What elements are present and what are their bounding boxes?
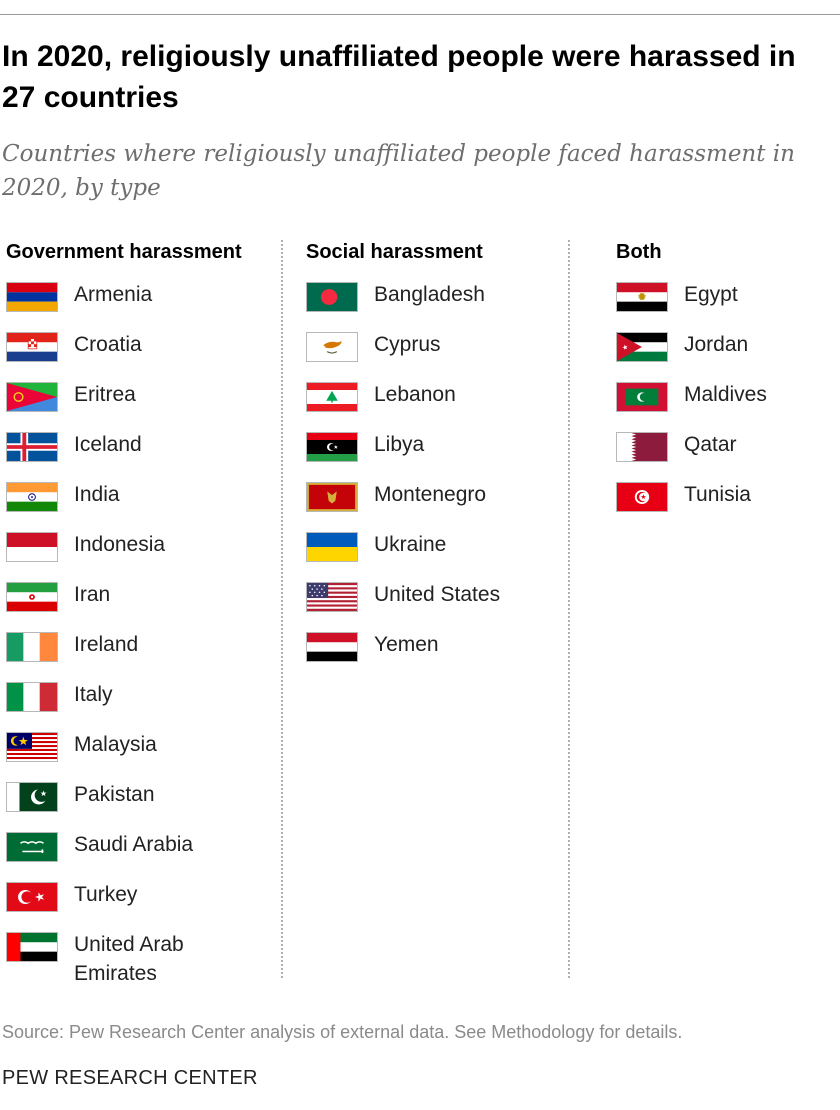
montenegro-flag-icon — [306, 482, 358, 512]
chart-subtitle: Countries where religiously unaffiliated… — [2, 141, 795, 201]
country-name: Jordan — [684, 333, 749, 356]
country-name: Qatar — [684, 433, 737, 456]
country-row: Croatia — [6, 330, 242, 380]
lebanon-flag-icon — [306, 382, 358, 412]
country-name: Cyprus — [374, 333, 441, 356]
armenia-flag-icon — [6, 282, 58, 312]
country-name: Malaysia — [74, 733, 157, 756]
italy-flag-icon — [6, 682, 58, 712]
column-both: Both Egypt Jordan Maldives Qatar Tunisia — [616, 238, 767, 530]
iceland-flag-icon — [6, 432, 58, 462]
croatia-flag-icon — [6, 332, 58, 362]
country-name: India — [74, 483, 120, 506]
country-row: Malaysia — [6, 730, 242, 780]
maldives-flag-icon — [616, 382, 668, 412]
country-name: Indonesia — [74, 533, 166, 556]
jordan-flag-icon — [616, 332, 668, 362]
country-row: Qatar — [616, 430, 737, 480]
source-note: Source: Pew Research Center analysis of … — [2, 1022, 683, 1042]
country-name: Yemen — [374, 633, 439, 656]
cyprus-flag-icon — [306, 332, 358, 362]
country-name: Ireland — [74, 633, 139, 656]
country-name: Iran — [74, 583, 111, 606]
country-name: Lebanon — [374, 383, 456, 406]
column-divider — [568, 240, 570, 978]
country-name: Eritrea — [74, 383, 136, 406]
country-row: Italy — [6, 680, 242, 730]
country-row: Bangladesh — [306, 280, 485, 330]
country-row: Egypt — [616, 280, 738, 330]
bangladesh-flag-icon — [306, 282, 358, 312]
country-name: United Arab Emirates — [74, 933, 184, 985]
top-rule — [0, 14, 840, 15]
country-list: Bangladesh Cyprus Lebanon Libya Montenegro Uk… — [306, 280, 500, 680]
country-row: Ukraine — [306, 530, 483, 580]
country-row: United Arab Emirates — [6, 930, 242, 985]
country-row: Iran — [6, 580, 242, 630]
column-heading: Both — [616, 241, 662, 263]
country-name: Turkey — [74, 883, 138, 906]
malaysia-flag-icon — [6, 732, 58, 762]
country-row: Indonesia — [6, 530, 242, 580]
column-heading: Social harassment — [306, 241, 483, 263]
turkey-flag-icon — [6, 882, 58, 912]
country-row: United States — [306, 580, 500, 630]
column-government: Government harassment Armenia Croatia Erit… — [6, 238, 242, 985]
country-row: Iceland — [6, 430, 242, 480]
country-name: Tunisia — [684, 483, 751, 506]
country-row: Montenegro — [306, 480, 487, 530]
country-row: Jordan — [616, 330, 748, 380]
country-row: Libya — [306, 430, 483, 480]
country-name: Ukraine — [374, 533, 447, 556]
country-name: Iceland — [74, 433, 142, 456]
column-heading: Government harassment — [6, 241, 242, 263]
country-name: Italy — [74, 683, 113, 706]
qatar-flag-icon — [616, 432, 668, 462]
united-states-flag-icon — [306, 582, 358, 612]
indonesia-flag-icon — [6, 532, 58, 562]
ukraine-flag-icon — [306, 532, 358, 562]
country-name: United States — [374, 583, 501, 606]
india-flag-icon — [6, 482, 58, 512]
country-name: Montenegro — [374, 483, 487, 506]
country-name: Egypt — [684, 283, 738, 306]
country-row: Turkey — [6, 880, 242, 930]
country-row: Ireland — [6, 630, 242, 680]
uae-flag-icon — [6, 932, 58, 962]
egypt-flag-icon — [616, 282, 668, 312]
yemen-flag-icon — [306, 632, 358, 662]
country-row: Tunisia — [616, 480, 751, 530]
country-name: Saudi Arabia — [74, 833, 194, 856]
tunisia-flag-icon — [616, 482, 668, 512]
country-row: Eritrea — [6, 380, 242, 430]
column-divider — [281, 240, 283, 978]
brand-label: PEW RESEARCH CENTER — [2, 1067, 258, 1089]
country-list: Armenia Croatia Eritrea Iceland India Indones… — [6, 280, 242, 985]
saudi-arabia-flag-icon — [6, 832, 58, 862]
chart-title: In 2020, religiously unaffiliated people… — [2, 40, 796, 114]
libya-flag-icon — [306, 432, 358, 462]
country-name: Maldives — [684, 383, 767, 406]
country-row: Cyprus — [306, 330, 483, 380]
eritrea-flag-icon — [6, 382, 58, 412]
ireland-flag-icon — [6, 632, 58, 662]
country-row: Yemen — [306, 630, 483, 680]
column-social: Social harassment Bangladesh Cyprus Lebano… — [306, 238, 500, 680]
country-row: Maldives — [616, 380, 767, 430]
country-row: India — [6, 480, 242, 530]
country-row: Armenia — [6, 280, 242, 330]
country-name: Libya — [374, 433, 425, 456]
country-row: Lebanon — [306, 380, 483, 430]
country-row: Pakistan — [6, 780, 242, 830]
country-row: Saudi Arabia — [6, 830, 242, 880]
country-name: Armenia — [74, 283, 153, 306]
country-list: Egypt Jordan Maldives Qatar Tunisia — [616, 280, 767, 530]
country-name: Croatia — [74, 333, 142, 356]
country-name: Pakistan — [74, 783, 155, 806]
iran-flag-icon — [6, 582, 58, 612]
country-name: Bangladesh — [374, 283, 485, 306]
pakistan-flag-icon — [6, 782, 58, 812]
